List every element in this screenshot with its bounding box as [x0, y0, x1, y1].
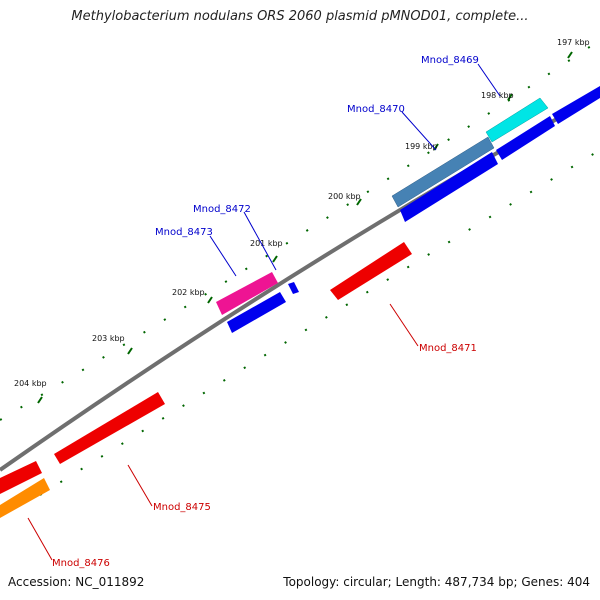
accession-text: Accession: NC_011892 — [8, 575, 145, 589]
map-title: Methylobacterium nodulans ORS 2060 plasm… — [71, 9, 529, 24]
gene-plus-blue-3[interactable] — [400, 152, 498, 222]
label-mnod-8475[interactable]: Mnod_8475 — [153, 502, 211, 513]
gene-mnod-8471[interactable] — [330, 242, 412, 300]
tick-label-200: 200 kbp — [328, 192, 361, 201]
gene-mnod-8475[interactable] — [54, 392, 165, 464]
label-mnod-8471[interactable]: Mnod_8471 — [419, 343, 477, 354]
gene-mnod-8469[interactable] — [485, 97, 549, 143]
gene-red-left[interactable] — [0, 461, 42, 494]
tick-label-199: 199 kbp — [405, 142, 438, 151]
label-mnod-8470[interactable]: Mnod_8470 — [347, 104, 405, 115]
tick-label-201: 201 kbp — [250, 239, 283, 248]
tick-label-202: 202 kbp — [172, 288, 205, 297]
gene-mnod-8472[interactable] — [227, 282, 299, 333]
tick-label-204: 204 kbp — [14, 379, 47, 388]
gene-mnod-8470[interactable] — [391, 136, 495, 208]
inner-tick-track — [39, 149, 600, 496]
label-mnod-8476[interactable]: Mnod_8476 — [52, 558, 110, 569]
gene-mnod-8473[interactable] — [216, 272, 278, 315]
label-mnod-8469[interactable]: Mnod_8469 — [421, 55, 479, 66]
major-ticks — [37, 51, 573, 404]
leader-lines — [27, 63, 501, 561]
tick-label-198: 198 kbp — [481, 91, 514, 100]
topology-text: Topology: circular; Length: 487,734 bp; … — [283, 575, 590, 589]
tick-label-197: 197 kbp — [557, 38, 590, 47]
label-mnod-8472[interactable]: Mnod_8472 — [193, 204, 251, 215]
tick-label-203: 203 kbp — [92, 334, 125, 343]
gene-plus-blue-2[interactable] — [496, 116, 555, 160]
gene-mnod-8476[interactable] — [0, 478, 50, 518]
label-mnod-8473[interactable]: Mnod_8473 — [155, 227, 213, 238]
gene-plus-blue-1[interactable] — [552, 86, 600, 124]
